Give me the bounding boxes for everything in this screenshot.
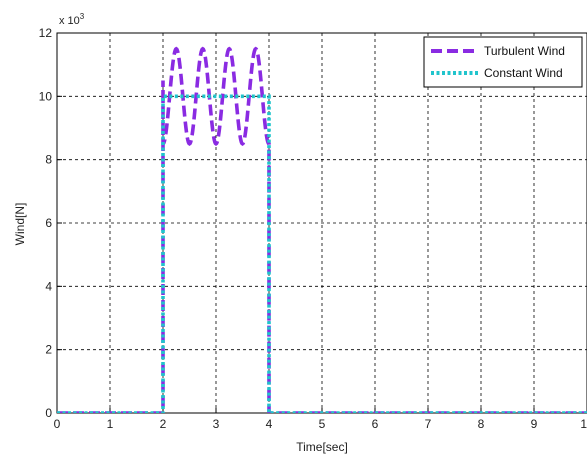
series-lines [57,46,587,413]
x-tick-label: 5 [319,417,326,431]
x-tick-label: 0 [54,417,61,431]
x-tick-label: 7 [425,417,432,431]
legend-entry-turbulent-wind: Turbulent Wind [484,44,565,58]
y-tick-label: 4 [45,279,52,293]
grid [57,33,587,413]
series-line-turbulent-wind [57,46,587,413]
y-axis-label: Wind[N] [13,203,27,246]
y-tick-label: 10 [39,89,53,103]
x-tick-label: 8 [478,417,485,431]
series-line-constant-wind [57,94,587,413]
y-tick-label: 2 [45,343,52,357]
x-tick-label: 9 [531,417,538,431]
x-tick-label: 3 [213,417,220,431]
x-tick-label: 6 [372,417,379,431]
x-tick-label: 2 [160,417,167,431]
y-tick-label: 0 [45,406,52,420]
x-tick-label: 4 [266,417,273,431]
x-tick-label: 10 [580,417,587,431]
x-axis-label: Time[sec] [296,440,348,454]
legend-box [423,36,583,88]
x-tick-label: 1 [107,417,114,431]
y-tick-label: 8 [45,153,52,167]
legend-entry-constant-wind: Constant Wind [484,66,563,80]
legend: Turbulent Wind Constant Wind [423,36,583,88]
y-tick-label: 12 [39,26,53,40]
y-tick-label: 6 [45,216,52,230]
y-multiplier-label: x 103 [59,12,85,27]
